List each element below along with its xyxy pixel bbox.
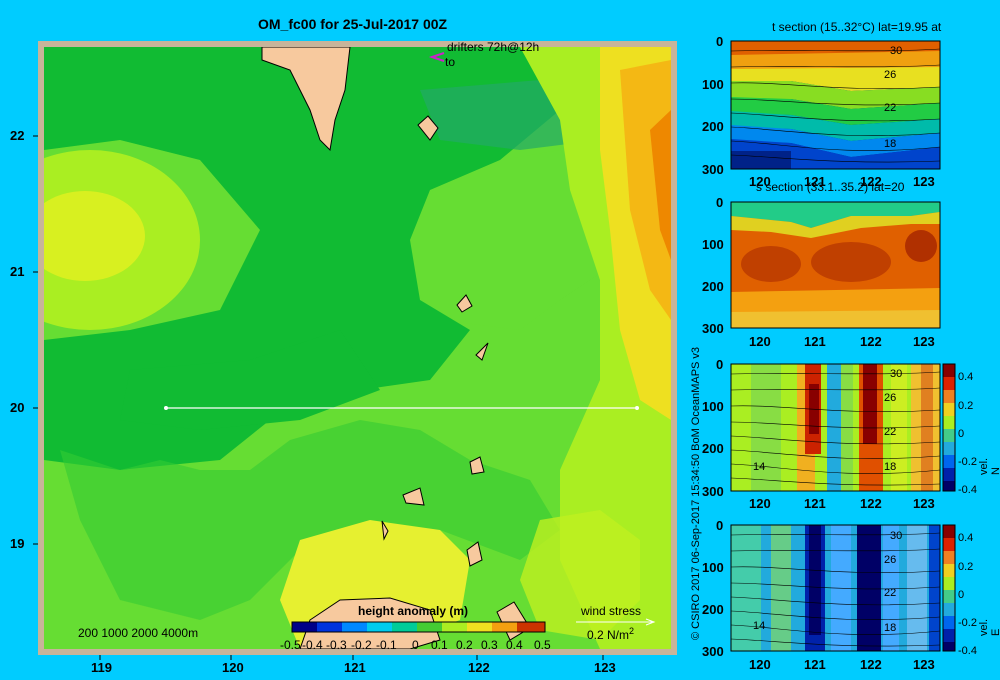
- section-lon-tick: 121: [804, 657, 826, 672]
- depth-tick: 300: [702, 644, 724, 659]
- depth-tick: 100: [702, 560, 724, 575]
- vel-n-colorbar: [942, 363, 956, 492]
- depth-tick: 200: [702, 279, 724, 294]
- colorbar-tick: 0.4: [506, 638, 523, 652]
- drifters-to-label: to: [445, 55, 456, 69]
- section-lon-tick: 120: [749, 496, 771, 511]
- vel-n-tick: -0.4: [958, 484, 977, 496]
- vel-e-label: vel. E (m/s): [978, 618, 1000, 636]
- vel-n-tick: 0: [958, 428, 965, 440]
- depth-tick: 100: [702, 77, 724, 92]
- vel-e-tick: 0.2: [958, 561, 974, 573]
- depth-legend: 200 1000 2000 4000m: [78, 626, 199, 640]
- contour-label: 18: [884, 622, 897, 634]
- section-lon-tick: 120: [749, 657, 771, 672]
- vel-e-tick: -0.4: [958, 645, 977, 657]
- depth-tick: 200: [702, 441, 724, 456]
- colorbar-tick: 0: [412, 638, 419, 652]
- wind-stress-label: wind stress: [581, 604, 642, 618]
- contour-label: 26: [884, 392, 897, 404]
- section-lon-tick: 123: [913, 496, 935, 511]
- s-section-title: s section (33.1..35.2) lat=20: [756, 180, 905, 194]
- lat-tick: 20: [10, 400, 25, 415]
- vel-n-tick: 0.4: [958, 371, 974, 383]
- vel-n-label: vel. N (m/s): [978, 457, 1000, 475]
- contour-label: 30: [890, 45, 903, 57]
- depth-tick: 0: [716, 518, 724, 533]
- section-panels: [730, 40, 956, 652]
- vel-e-tick: 0.4: [958, 532, 974, 544]
- contour-label: 30: [890, 368, 903, 380]
- contour-label: 30: [890, 530, 903, 542]
- contour-label: 18: [884, 461, 897, 473]
- vel-e-colorbar: [942, 524, 956, 652]
- section-lon-tick: 122: [860, 496, 882, 511]
- contour-label: 18: [884, 138, 897, 150]
- colorbar-tick: -0.5: [280, 638, 301, 652]
- lat-tick: 22: [10, 128, 25, 143]
- drifter-arrow-icon: [428, 52, 445, 62]
- section-lon-tick: 122: [860, 657, 882, 672]
- colorbar-tick: 0.3: [481, 638, 498, 652]
- contour-label: 14: [753, 461, 766, 473]
- depth-tick: 0: [716, 34, 724, 49]
- depth-tick: 300: [702, 321, 724, 336]
- colorbar-tick: -0.4: [302, 638, 323, 652]
- vel-n-tick: -0.2: [958, 456, 977, 468]
- t-section-title: t section (15..32°C) lat=19.95 at: [772, 20, 942, 34]
- lat-tick: 21: [10, 264, 25, 279]
- colorbar-tick: 0.5: [534, 638, 551, 652]
- t-section-panel: [730, 40, 941, 170]
- lon-tick: 120: [222, 660, 244, 675]
- section-lon-tick: 123: [913, 174, 935, 189]
- map-title: OM_fc00 for 25-Jul-2017 00Z: [258, 16, 448, 32]
- lon-tick: 122: [468, 660, 490, 675]
- vel-e-panel: [730, 524, 941, 652]
- depth-tick: 100: [702, 237, 724, 252]
- taiwan-landmass: [261, 47, 351, 152]
- section-lon-tick: 123: [913, 657, 935, 672]
- drifters-label: drifters 72h@12h: [447, 40, 540, 54]
- lon-tick: 123: [594, 660, 616, 675]
- section-lon-tick: 122: [860, 334, 882, 349]
- depth-tick: 300: [702, 484, 724, 499]
- section-lon-tick: 120: [749, 334, 771, 349]
- contour-label: 22: [884, 587, 897, 599]
- contour-label: 26: [884, 69, 897, 81]
- section-lon-tick: 121: [804, 496, 826, 511]
- height-anomaly-map[interactable]: [0, 0, 680, 680]
- contour-label: 14: [753, 620, 766, 632]
- depth-tick: 100: [702, 399, 724, 414]
- vel-n-tick: 0.2: [958, 400, 974, 412]
- depth-tick: 200: [702, 119, 724, 134]
- vel-e-tick: -0.2: [958, 617, 977, 629]
- colorbar-tick: -0.3: [326, 638, 347, 652]
- colorbar-title: height anomaly (m): [358, 604, 469, 618]
- section-lon-tick: 120: [749, 174, 771, 189]
- colorbar-tick: -0.1: [376, 638, 397, 652]
- height-colorbar: [291, 621, 546, 633]
- contour-label: 22: [884, 102, 897, 114]
- section-lon-tick: 122: [860, 174, 882, 189]
- depth-tick: 0: [716, 357, 724, 372]
- depth-tick: 300: [702, 162, 724, 177]
- lat-tick: 19: [10, 536, 25, 551]
- vel-n-panel: [730, 363, 941, 492]
- colorbar-tick: 0.2: [456, 638, 473, 652]
- s-section-panel: [730, 201, 941, 329]
- lon-tick: 119: [91, 660, 112, 675]
- section-lon-tick: 121: [804, 334, 826, 349]
- depth-tick: 0: [716, 195, 724, 210]
- wind-scale-label: 0.2 N/m2: [587, 626, 635, 642]
- contour-label: 26: [884, 554, 897, 566]
- contour-label: 22: [884, 426, 897, 438]
- vel-e-tick: 0: [958, 589, 965, 601]
- colorbar-tick: -0.2: [351, 638, 372, 652]
- section-lon-tick: 123: [913, 334, 935, 349]
- colorbar-tick: 0.1: [431, 638, 448, 652]
- section-lon-tick: 121: [804, 174, 826, 189]
- depth-tick: 200: [702, 602, 724, 617]
- lon-tick: 121: [344, 660, 366, 675]
